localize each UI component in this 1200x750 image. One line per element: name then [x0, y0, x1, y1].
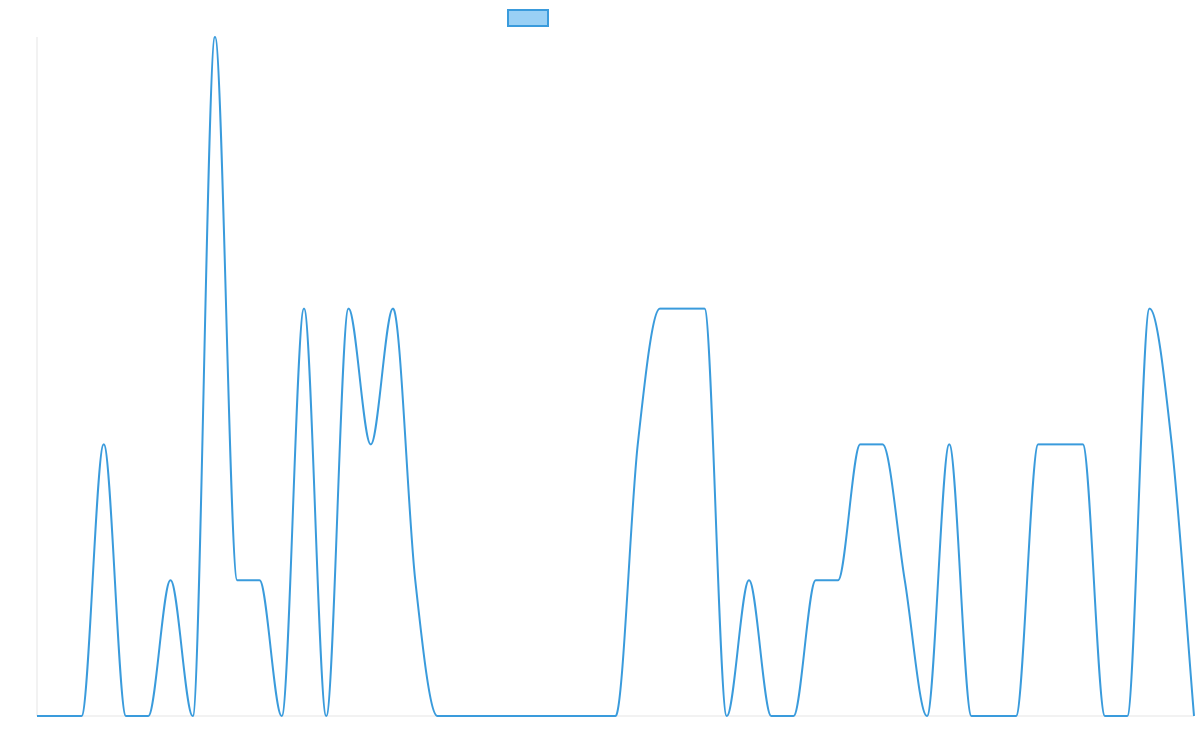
data-point[interactable]	[565, 710, 577, 722]
data-point[interactable]	[31, 710, 43, 722]
data-point[interactable]	[521, 710, 533, 722]
data-point[interactable]	[1166, 438, 1178, 450]
data-point[interactable]	[743, 574, 755, 586]
data-point[interactable]	[209, 31, 221, 43]
data-point[interactable]	[187, 710, 199, 722]
data-point[interactable]	[76, 710, 88, 722]
data-point[interactable]	[676, 303, 688, 315]
data-point[interactable]	[432, 710, 444, 722]
data-point[interactable]	[632, 438, 644, 450]
data-point[interactable]	[142, 710, 154, 722]
data-point[interactable]	[165, 574, 177, 586]
data-point[interactable]	[1032, 438, 1044, 450]
data-point[interactable]	[1077, 438, 1089, 450]
data-point[interactable]	[409, 574, 421, 586]
data-point[interactable]	[788, 710, 800, 722]
data-point[interactable]	[231, 574, 243, 586]
data-point[interactable]	[365, 438, 377, 450]
data-point[interactable]	[98, 438, 110, 450]
data-point[interactable]	[276, 710, 288, 722]
data-point[interactable]	[832, 574, 844, 586]
data-point[interactable]	[587, 710, 599, 722]
data-point[interactable]	[476, 710, 488, 722]
data-point[interactable]	[343, 303, 355, 315]
legend[interactable]	[507, 9, 549, 27]
data-point[interactable]	[877, 438, 889, 450]
data-point[interactable]	[1099, 710, 1111, 722]
data-point[interactable]	[1188, 710, 1200, 722]
data-point[interactable]	[1055, 438, 1067, 450]
data-point[interactable]	[1144, 303, 1156, 315]
data-point[interactable]	[387, 303, 399, 315]
data-point[interactable]	[298, 303, 310, 315]
data-point[interactable]	[1010, 710, 1022, 722]
data-point[interactable]	[654, 303, 666, 315]
data-point[interactable]	[966, 710, 978, 722]
data-point[interactable]	[1121, 710, 1133, 722]
data-point[interactable]	[699, 303, 711, 315]
data-point[interactable]	[120, 710, 132, 722]
data-point[interactable]	[899, 574, 911, 586]
data-point[interactable]	[765, 710, 777, 722]
data-point[interactable]	[610, 710, 622, 722]
data-point[interactable]	[254, 574, 266, 586]
legend-swatch[interactable]	[507, 9, 549, 27]
series-line	[37, 36, 1195, 717]
data-point[interactable]	[454, 710, 466, 722]
data-point[interactable]	[721, 710, 733, 722]
data-point[interactable]	[543, 710, 555, 722]
data-point[interactable]	[943, 438, 955, 450]
data-point[interactable]	[988, 710, 1000, 722]
data-point[interactable]	[320, 710, 332, 722]
data-point[interactable]	[498, 710, 510, 722]
data-point[interactable]	[53, 710, 65, 722]
data-point[interactable]	[810, 574, 822, 586]
data-point[interactable]	[921, 710, 933, 722]
series-layer	[31, 31, 1200, 722]
data-point[interactable]	[854, 438, 866, 450]
